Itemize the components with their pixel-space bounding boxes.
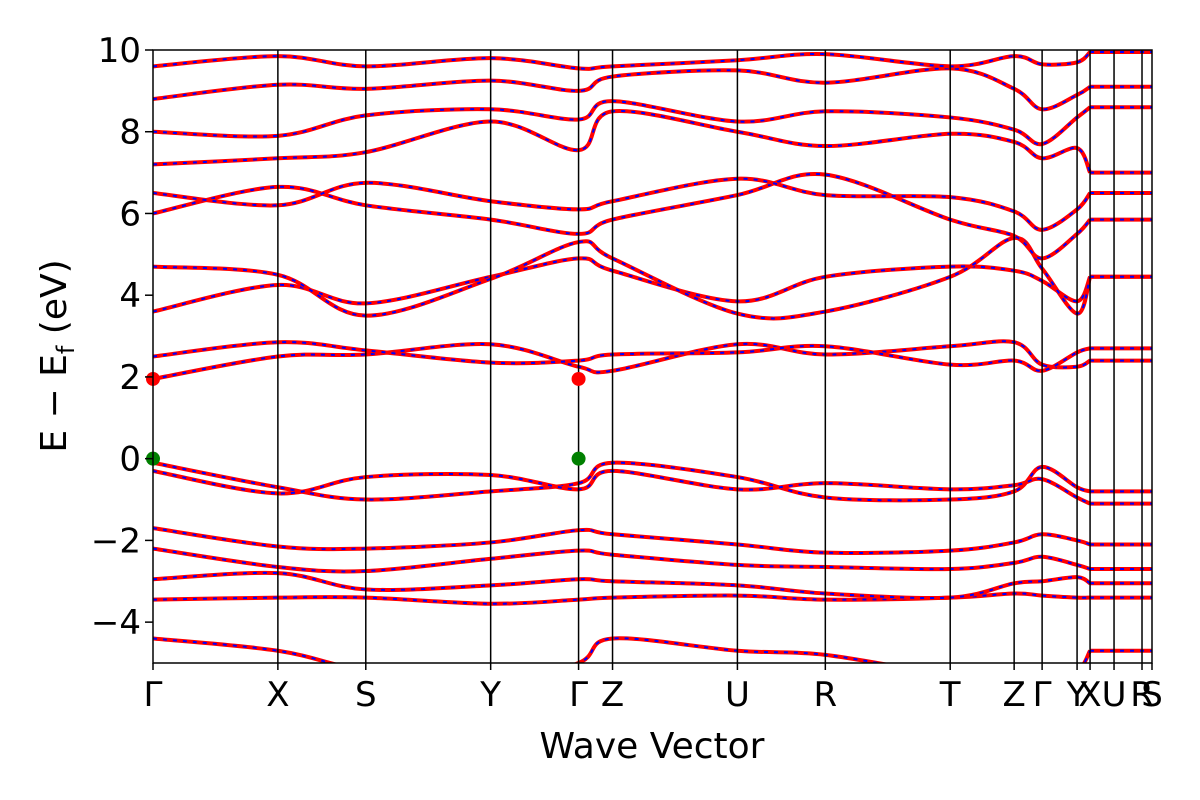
y-tick-label: 6 xyxy=(119,194,141,234)
y-axis-title-group: E − Ef (eV) xyxy=(34,259,80,452)
x-tick-label: U xyxy=(1102,675,1127,715)
y-axis: −4 −2 0 2 4 6 8 10 xyxy=(91,31,153,643)
y-axis-title-main: E − E xyxy=(34,354,75,453)
x-axis-title: Wave Vector xyxy=(540,726,765,767)
x-tick-label: Γ xyxy=(1033,675,1052,715)
x-tick-label: Γ xyxy=(144,675,163,715)
x-axis: Γ X S Y Γ Z U R T Z Γ YX U RS xyxy=(144,663,1163,715)
x-tick-label: X xyxy=(1078,675,1101,715)
band-line-dashed xyxy=(153,51,1091,70)
y-tick-label: 2 xyxy=(119,358,141,398)
x-tick-label: U xyxy=(725,675,750,715)
band-line-dashed xyxy=(153,341,1091,372)
band-line-dashed xyxy=(153,257,1091,313)
band-line-dashed xyxy=(153,100,1091,146)
y-axis-title: E − Ef (eV) xyxy=(34,259,80,452)
band-line-dashed xyxy=(153,173,1091,260)
x-tick-label: Y xyxy=(1066,675,1088,715)
band-line-dashed xyxy=(153,109,1091,174)
y-tick-label: 4 xyxy=(119,276,141,316)
x-tick-label: R xyxy=(1130,675,1154,715)
y-tick-label: −4 xyxy=(91,603,141,643)
y-tick-label: −2 xyxy=(91,521,141,561)
x-tick-label: Y xyxy=(479,675,501,715)
x-tick-label: S xyxy=(1141,675,1163,715)
band-line xyxy=(153,176,1092,232)
extrema-markers xyxy=(146,371,586,466)
y-axis-title-subscript: f xyxy=(52,345,80,354)
plot-frame xyxy=(152,49,1153,664)
y-tick-label: 0 xyxy=(119,440,141,480)
x-tick-label: Z xyxy=(601,675,624,715)
x-tick-label: X xyxy=(266,675,289,715)
band-line-dashed xyxy=(153,592,1091,605)
x-tick-label: Γ xyxy=(569,675,588,715)
y-axis-title-unit: (eV) xyxy=(34,259,75,334)
x-tick-label: T xyxy=(939,675,961,715)
band-line-dashed xyxy=(153,547,1091,573)
band-line-dashed xyxy=(153,637,1091,663)
band-line xyxy=(153,468,1091,506)
x-tick-label: R xyxy=(814,675,838,715)
y-tick-label: 10 xyxy=(98,31,141,71)
band-line-dashed xyxy=(153,461,1091,502)
extremum-marker xyxy=(571,371,586,386)
x-tick-label: Z xyxy=(1002,675,1025,715)
kpoint-lines xyxy=(277,50,1143,663)
y-tick-label: 8 xyxy=(119,113,141,153)
y-axis-title-space xyxy=(34,334,75,345)
band-line-dashed xyxy=(153,67,1091,111)
band-line-dashed xyxy=(153,527,1091,555)
band-line-dashed xyxy=(153,340,1091,380)
extremum-marker xyxy=(571,451,586,466)
bands-layer xyxy=(153,50,1152,663)
x-tick-label: S xyxy=(355,675,377,715)
band-line-dashed xyxy=(153,571,1091,600)
